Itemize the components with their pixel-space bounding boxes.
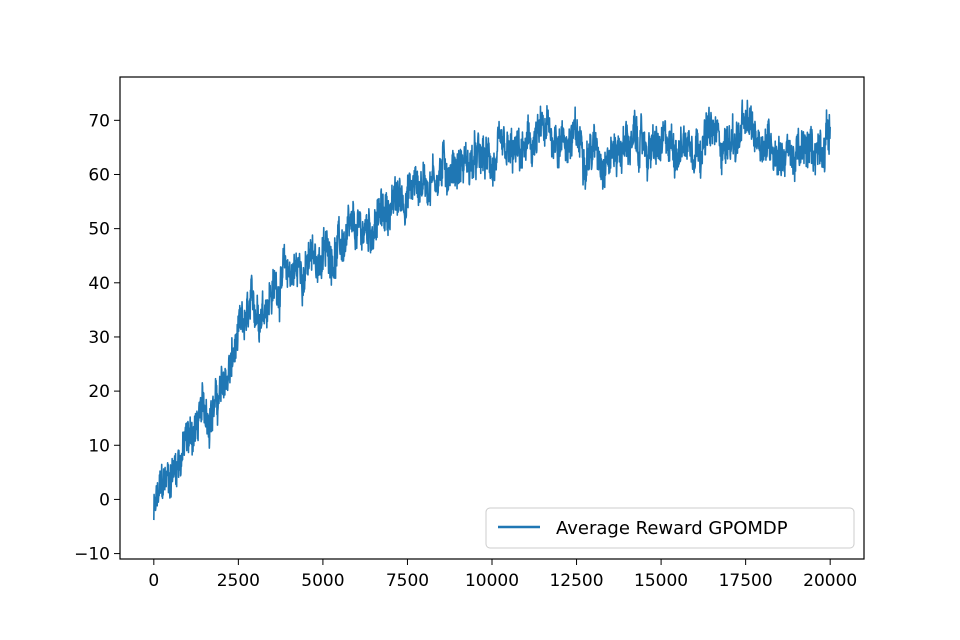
x-tick-label: 7500	[386, 571, 429, 591]
x-tick-label: 5000	[301, 571, 344, 591]
y-tick-label: 30	[88, 328, 110, 348]
x-tick-label: 0	[148, 571, 159, 591]
x-tick-label: 12500	[549, 571, 603, 591]
x-tick-label: 10000	[465, 571, 519, 591]
y-tick-label: 50	[88, 220, 110, 240]
y-tick-label: 70	[88, 111, 110, 131]
y-tick-label: 60	[88, 165, 110, 185]
x-tick-label: 2500	[217, 571, 260, 591]
x-tick-label: 20000	[803, 571, 857, 591]
y-tick-label: 20	[88, 382, 110, 402]
x-tick-label: 15000	[634, 571, 688, 591]
y-tick-label: 0	[99, 490, 110, 510]
series-line	[153, 99, 831, 521]
axes-frame	[119, 76, 865, 560]
y-tick-label: 40	[88, 274, 110, 294]
y-tick-label: 10	[88, 436, 110, 456]
legend: Average Reward GPOMDP	[485, 507, 855, 549]
legend-box	[485, 507, 855, 549]
legend-label: Average Reward GPOMDP	[556, 518, 788, 539]
plot-area	[153, 99, 831, 521]
y-tick-label: −10	[74, 545, 110, 565]
axis-ticks: 0 2500 5000 7500 10000 12500 15000 17500 20000 −1…	[74, 111, 857, 591]
x-tick-label: 17500	[719, 571, 773, 591]
